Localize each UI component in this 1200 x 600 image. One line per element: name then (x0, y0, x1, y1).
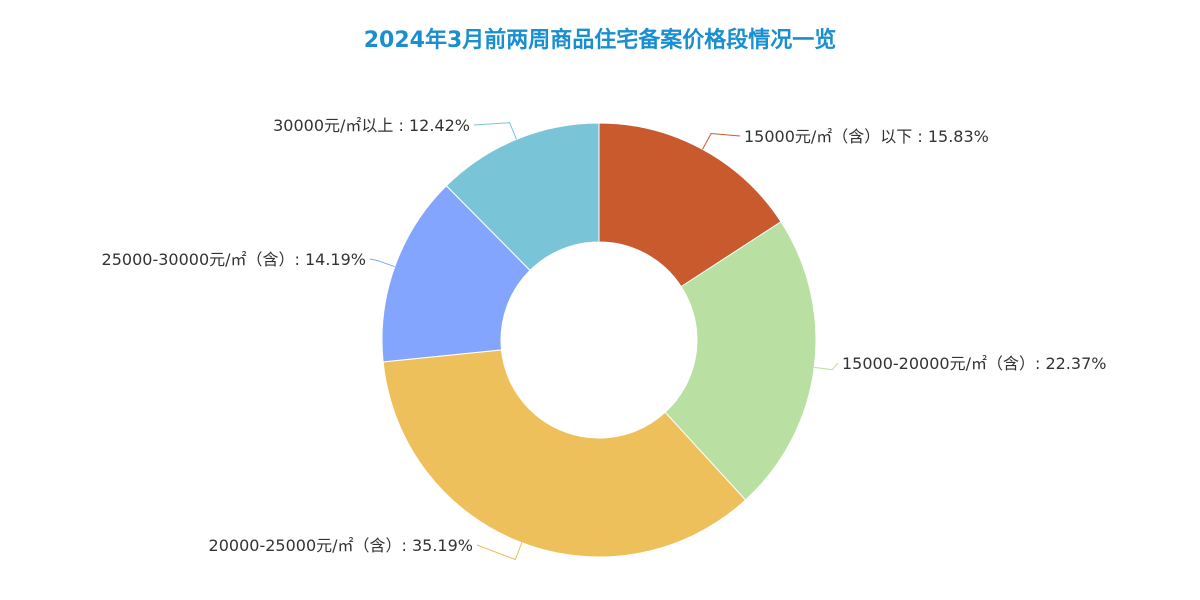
slice-label: 25000-30000元/㎡（含）: 14.19% (102, 250, 366, 269)
leader-line (814, 362, 839, 371)
leader-lines-group (369, 122, 839, 561)
slice-label: 15000元/㎡（含）以下 : 15.83% (744, 127, 989, 146)
leader-line (476, 542, 523, 561)
slice-label: 20000-25000元/㎡（含）: 35.19% (209, 536, 473, 555)
pie-slice[interactable] (598, 122, 782, 288)
slice-label: 30000元/㎡以上 : 12.42% (273, 116, 470, 135)
slice-label: 15000-20000元/㎡（含）: 22.37% (842, 354, 1106, 373)
labels-group: 15000元/㎡（含）以下 : 15.83% 15000-20000元/㎡（含）:… (102, 116, 1107, 555)
leader-line (473, 122, 517, 140)
pie-slice[interactable] (664, 221, 817, 501)
leader-line (369, 258, 395, 268)
chart-title: 2024年3月前两周商品住宅备案价格段情况一览 (363, 28, 837, 53)
pie-slice[interactable] (381, 185, 531, 363)
leader-line (702, 132, 741, 150)
pie-slice[interactable] (382, 349, 747, 558)
pie-slice[interactable] (445, 122, 600, 272)
slices-group (381, 122, 817, 558)
